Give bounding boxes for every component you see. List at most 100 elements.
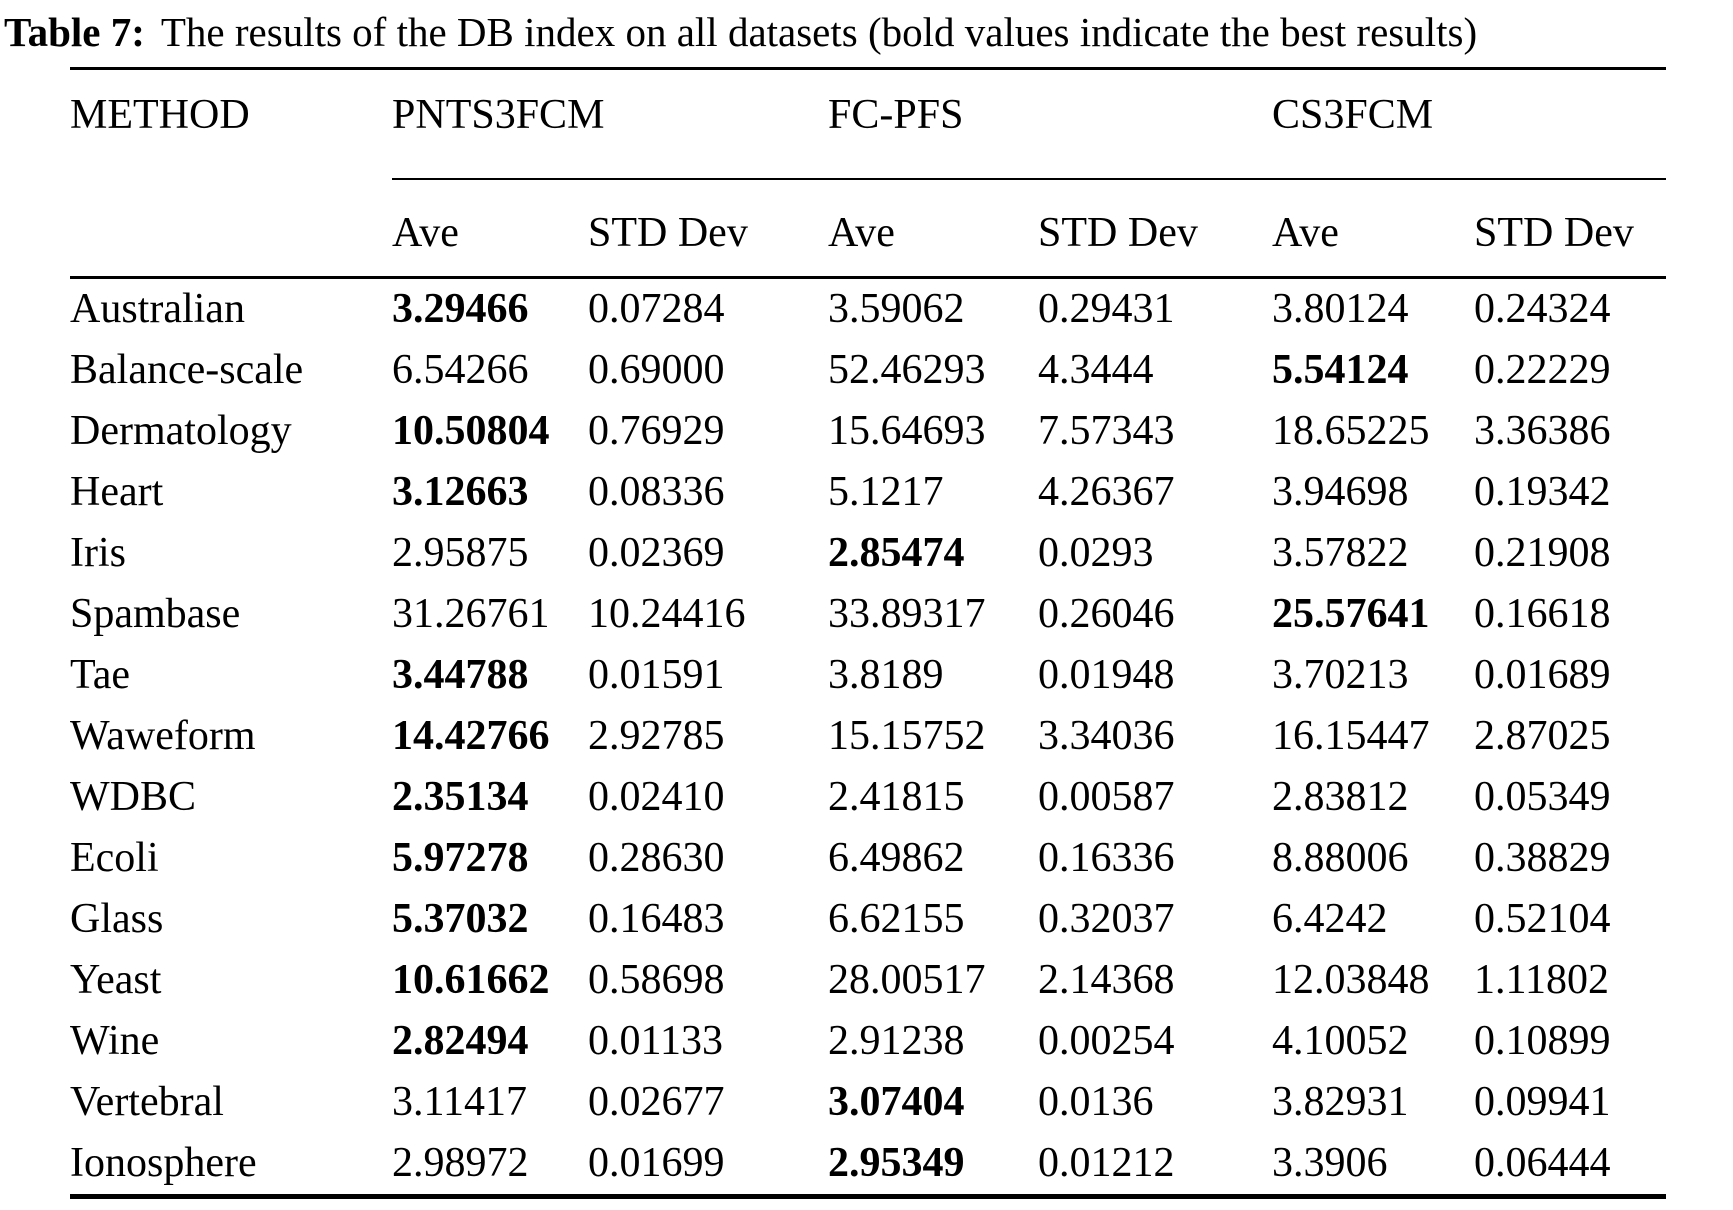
value-cell: 0.01699 <box>588 1140 725 1186</box>
value-cell: 4.3444 <box>1038 347 1154 393</box>
value-cell: 18.65225 <box>1272 408 1430 454</box>
table-row: Ecoli 5.97278 0.28630 6.49862 0.16336 8.88006… <box>70 828 1666 889</box>
value-cell: 25.57641 <box>1272 591 1430 637</box>
value-cell: 2.95875 <box>392 530 529 576</box>
value-cell: 0.19342 <box>1474 469 1611 515</box>
value-cell: 0.38829 <box>1474 835 1611 881</box>
group-header-cs3fcm: CS3FCM <box>1272 68 1667 180</box>
value-cell: 0.16336 <box>1038 835 1175 881</box>
group-header-fc-pfs: FC-PFS <box>828 68 1273 180</box>
value-cell: 3.57822 <box>1272 530 1409 576</box>
paper-table-figure: Table 7: The results of the DB index on a… <box>0 6 1733 1210</box>
value-cell: 0.58698 <box>588 957 725 1003</box>
table-body: Australian 3.29466 0.07284 3.59062 0.29431 3.… <box>70 278 1666 1197</box>
value-cell: 0.01591 <box>588 652 725 698</box>
value-cell: 0.07284 <box>588 286 725 332</box>
value-cell: 3.07404 <box>828 1079 965 1125</box>
value-cell: 6.54266 <box>392 347 529 393</box>
value-cell: 2.91238 <box>828 1018 965 1064</box>
dataset-name-cell: Waweform <box>70 713 256 759</box>
value-cell: 2.95349 <box>828 1140 965 1186</box>
value-cell: 10.61662 <box>392 957 550 1003</box>
value-cell: 52.46293 <box>828 347 986 393</box>
dataset-name-cell: WDBC <box>70 774 196 820</box>
value-cell: 15.15752 <box>828 713 986 759</box>
value-cell: 1.11802 <box>1474 957 1609 1003</box>
value-cell: 15.64693 <box>828 408 986 454</box>
value-cell: 10.50804 <box>392 408 550 454</box>
dataset-name-cell: Wine <box>70 1018 160 1064</box>
subheader-ave-cs3fcm: Ave <box>1272 179 1475 279</box>
value-cell: 4.10052 <box>1272 1018 1409 1064</box>
value-cell: 5.37032 <box>392 896 529 942</box>
value-cell: 16.15447 <box>1272 713 1430 759</box>
dataset-name-cell: Iris <box>70 530 126 576</box>
value-cell: 2.98972 <box>392 1140 529 1186</box>
dataset-name-cell: Australian <box>70 286 245 332</box>
value-cell: 5.97278 <box>392 835 529 881</box>
dataset-name-cell: Spambase <box>70 591 241 637</box>
subheader-ave-fc-pfs: Ave <box>828 179 1039 279</box>
value-cell: 0.01689 <box>1474 652 1611 698</box>
value-cell: 6.4242 <box>1272 896 1388 942</box>
value-cell: 28.00517 <box>828 957 986 1003</box>
value-cell: 3.34036 <box>1038 713 1175 759</box>
value-cell: 3.59062 <box>828 286 965 332</box>
value-cell: 0.76929 <box>588 408 725 454</box>
sub-header-row: Ave STD Dev Ave STD Dev Ave STD Dev <box>70 179 1667 279</box>
value-cell: 0.21908 <box>1474 530 1611 576</box>
table-caption: Table 7: The results of the DB index on a… <box>4 6 1733 58</box>
value-cell: 0.32037 <box>1038 896 1175 942</box>
value-cell: 3.80124 <box>1272 286 1409 332</box>
value-cell: 3.3906 <box>1272 1140 1388 1186</box>
value-cell: 2.14368 <box>1038 957 1175 1003</box>
group-header-row: METHOD PNTS3FCM FC-PFS CS3FCM <box>70 68 1667 180</box>
value-cell: 2.35134 <box>392 774 529 820</box>
value-cell: 0.01948 <box>1038 652 1175 698</box>
value-cell: 33.89317 <box>828 591 986 637</box>
table-row: Glass 5.37032 0.16483 6.62155 0.32037 6.4242 0… <box>70 889 1666 950</box>
value-cell: 2.83812 <box>1272 774 1409 820</box>
value-cell: 2.92785 <box>588 713 725 759</box>
value-cell: 0.02369 <box>588 530 725 576</box>
dataset-name-cell: Balance-scale <box>70 347 304 393</box>
subheader-stddev-cs3fcm: STD Dev <box>1474 179 1667 279</box>
subheader-stddev-fc-pfs: STD Dev <box>1038 179 1273 279</box>
value-cell: 6.49862 <box>828 835 965 881</box>
value-cell: 0.09941 <box>1474 1079 1611 1125</box>
dataset-name-cell: Ecoli <box>70 835 159 881</box>
value-cell: 3.82931 <box>1272 1079 1409 1125</box>
value-cell: 3.36386 <box>1474 408 1611 454</box>
dataset-name-cell: Glass <box>70 896 164 942</box>
dataset-name-cell: Heart <box>70 469 164 515</box>
dataset-name-cell: Ionosphere <box>70 1140 257 1186</box>
value-cell: 0.52104 <box>1474 896 1611 942</box>
value-cell: 3.11417 <box>392 1079 527 1125</box>
value-cell: 0.22229 <box>1474 347 1611 393</box>
dataset-name-cell: Tae <box>70 652 131 698</box>
value-cell: 0.16483 <box>588 896 725 942</box>
table-caption-text: The results of the DB index on all datas… <box>160 9 1478 55</box>
subheader-blank <box>70 179 392 279</box>
value-cell: 4.26367 <box>1038 469 1175 515</box>
value-cell: 3.44788 <box>392 652 529 698</box>
value-cell: 0.01212 <box>1038 1140 1175 1186</box>
value-cell: 2.82494 <box>392 1018 529 1064</box>
value-cell: 2.87025 <box>1474 713 1611 759</box>
value-cell: 5.54124 <box>1272 347 1409 393</box>
dataset-name-cell: Dermatology <box>70 408 292 454</box>
value-cell: 0.69000 <box>588 347 725 393</box>
value-cell: 0.16618 <box>1474 591 1611 637</box>
value-cell: 3.29466 <box>392 286 529 332</box>
table-header: METHOD PNTS3FCM FC-PFS CS3FCM Ave STD De… <box>70 68 1667 279</box>
value-cell: 6.62155 <box>828 896 965 942</box>
table-row: WDBC 2.35134 0.02410 2.41815 0.00587 2.83812 0… <box>70 767 1666 828</box>
value-cell: 0.24324 <box>1474 286 1611 332</box>
value-cell: 3.70213 <box>1272 652 1409 698</box>
table-row: Heart 3.12663 0.08336 5.1217 4.26367 3.94698 0… <box>70 462 1666 523</box>
table-row: Iris 2.95875 0.02369 2.85474 0.0293 3.57822 0.… <box>70 523 1666 584</box>
table-row: Balance-scale 6.54266 0.69000 52.46293 4.344… <box>70 340 1666 401</box>
value-cell: 0.02677 <box>588 1079 725 1125</box>
value-cell: 0.26046 <box>1038 591 1175 637</box>
subheader-ave-pnts3fcm: Ave <box>392 179 588 279</box>
